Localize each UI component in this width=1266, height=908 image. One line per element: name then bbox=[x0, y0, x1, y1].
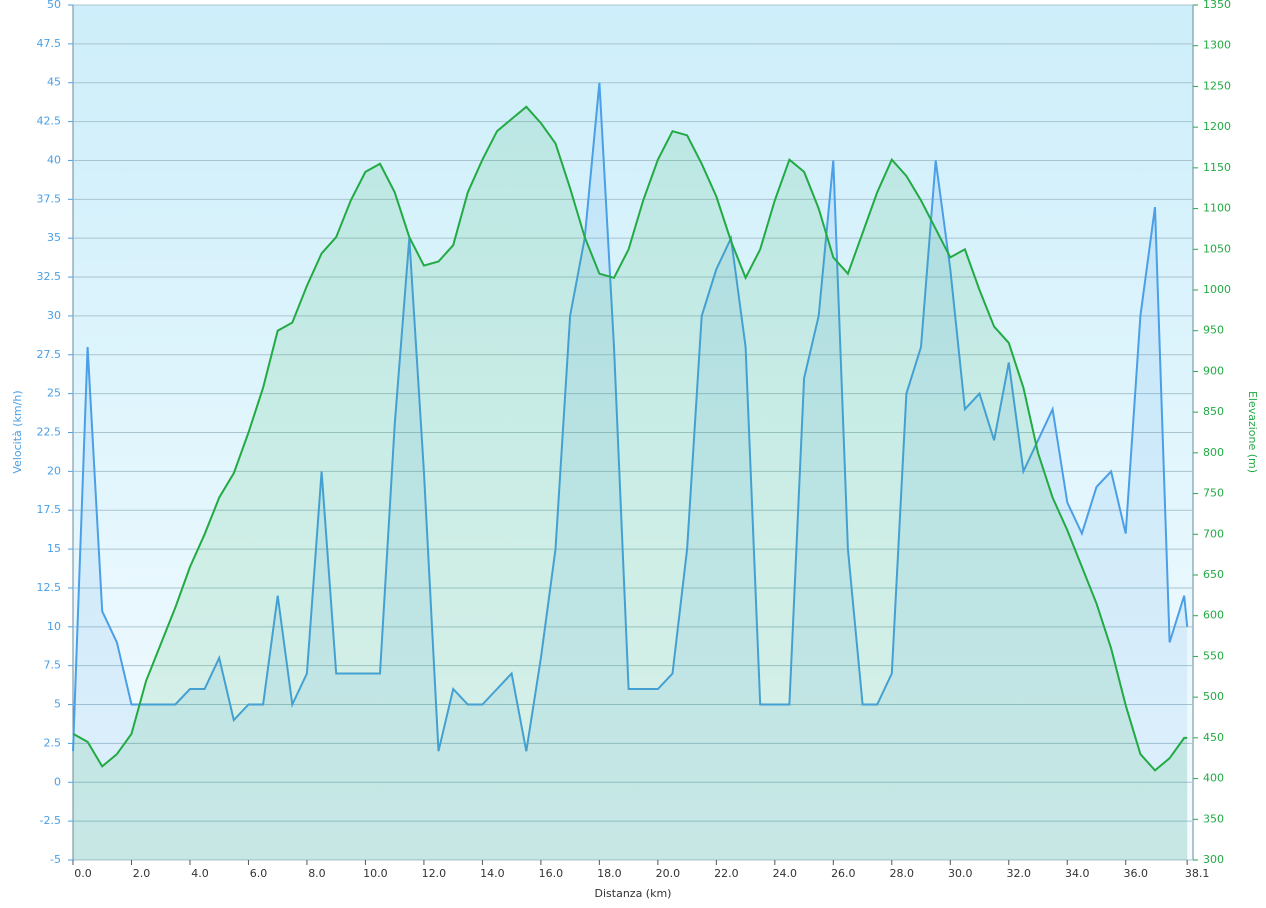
y-tick-label: 22.5 bbox=[37, 426, 62, 439]
x-tick-label: 24.0 bbox=[773, 867, 798, 880]
y-tick-label: 17.5 bbox=[37, 503, 62, 516]
y-tick-label: 15 bbox=[47, 542, 61, 555]
y-tick-label: 40 bbox=[47, 153, 61, 166]
y-tick-label: 35 bbox=[47, 231, 61, 244]
x-tick-label: 4.0 bbox=[191, 867, 209, 880]
x-tick-label: 38.1 bbox=[1185, 867, 1210, 880]
x-tick-label: 12.0 bbox=[422, 867, 447, 880]
y2-axis-label: Elevazione (m) bbox=[1246, 391, 1259, 473]
y-tick-label: 7.5 bbox=[44, 659, 62, 672]
y-axis-label: Velocità (km/h) bbox=[11, 390, 24, 473]
x-axis-label: Distanza (km) bbox=[595, 887, 672, 900]
x-tick-label: 30.0 bbox=[948, 867, 973, 880]
y-tick-label: 50 bbox=[47, 0, 61, 11]
y2-tick-label: 950 bbox=[1203, 324, 1224, 337]
y-tick-label: 30 bbox=[47, 309, 61, 322]
y-tick-label: -5 bbox=[50, 853, 61, 866]
y2-tick-label: 400 bbox=[1203, 772, 1224, 785]
y2-tick-label: 550 bbox=[1203, 649, 1224, 662]
y2-tick-label: 700 bbox=[1203, 527, 1224, 540]
x-tick-label: 32.0 bbox=[1007, 867, 1032, 880]
y2-tick-label: 850 bbox=[1203, 405, 1224, 418]
y2-tick-label: 1050 bbox=[1203, 242, 1231, 255]
series-line bbox=[72, 82, 1189, 752]
y2-tick-label: 1350 bbox=[1203, 0, 1231, 11]
series-area bbox=[73, 106, 1188, 861]
y-tick-label: 45 bbox=[47, 76, 61, 89]
y2-tick-label: 650 bbox=[1203, 568, 1224, 581]
y2-tick-label: 750 bbox=[1203, 487, 1224, 500]
x-tick-label: 14.0 bbox=[480, 867, 505, 880]
y-tick-label: -2.5 bbox=[40, 814, 61, 827]
x-tick-label: 18.0 bbox=[597, 867, 622, 880]
x-tick-label: 26.0 bbox=[831, 867, 856, 880]
x-tick-label: 28.0 bbox=[890, 867, 915, 880]
y-tick-label: 32.5 bbox=[37, 270, 62, 283]
y-tick-label: 0 bbox=[54, 775, 61, 788]
y2-tick-label: 800 bbox=[1203, 446, 1224, 459]
y-tick-label: 42.5 bbox=[37, 115, 62, 128]
y-tick-label: 12.5 bbox=[37, 581, 62, 594]
y2-tick-label: 1000 bbox=[1203, 283, 1231, 296]
y-tick-label: 2.5 bbox=[44, 736, 62, 749]
x-tick-label: 16.0 bbox=[539, 867, 564, 880]
x-tick-label: 6.0 bbox=[250, 867, 268, 880]
y2-tick-label: 1250 bbox=[1203, 79, 1231, 92]
series-area bbox=[73, 82, 1188, 860]
y-tick-label: 10 bbox=[47, 620, 61, 633]
y-tick-label: 37.5 bbox=[37, 192, 62, 205]
x-tick-label: 10.0 bbox=[363, 867, 388, 880]
y-tick-label: 25 bbox=[47, 387, 61, 400]
y2-tick-label: 1300 bbox=[1203, 39, 1231, 52]
y-tick-label: 47.5 bbox=[37, 37, 62, 50]
y-tick-label: 5 bbox=[54, 698, 61, 711]
x-tick-label: 22.0 bbox=[714, 867, 739, 880]
y2-tick-label: 350 bbox=[1203, 812, 1224, 825]
x-tick-label: 36.0 bbox=[1123, 867, 1148, 880]
x-tick-label: 20.0 bbox=[656, 867, 681, 880]
y2-tick-label: 300 bbox=[1203, 853, 1224, 866]
y2-tick-label: 900 bbox=[1203, 364, 1224, 377]
x-tick-label: 2.0 bbox=[133, 867, 151, 880]
y2-tick-label: 600 bbox=[1203, 609, 1224, 622]
y2-tick-label: 450 bbox=[1203, 731, 1224, 744]
x-tick-label: 8.0 bbox=[308, 867, 326, 880]
y2-tick-label: 1200 bbox=[1203, 120, 1231, 133]
x-tick-label: 0.0 bbox=[74, 867, 92, 880]
y2-tick-label: 1100 bbox=[1203, 202, 1231, 215]
series-line bbox=[72, 105, 1188, 772]
y2-tick-label: 1150 bbox=[1203, 161, 1231, 174]
x-tick-label: 34.0 bbox=[1065, 867, 1090, 880]
y2-tick-label: 500 bbox=[1203, 690, 1224, 703]
y-tick-label: 27.5 bbox=[37, 348, 62, 361]
y-tick-label: 20 bbox=[47, 464, 61, 477]
